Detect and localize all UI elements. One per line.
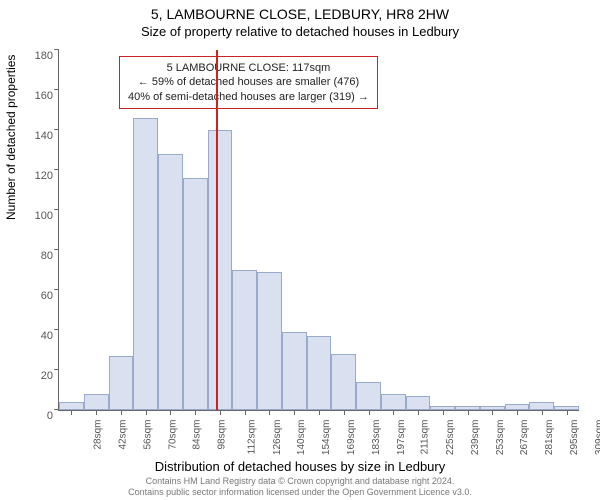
histogram-bar (406, 396, 431, 410)
histogram-bar (133, 118, 158, 410)
y-axis-label: Number of detached properties (4, 55, 18, 220)
ytick-label: 180 (35, 50, 53, 62)
xtick-mark (170, 410, 171, 415)
chart-container: 5, LAMBOURNE CLOSE, LEDBURY, HR8 2HW Siz… (0, 0, 600, 500)
histogram-bar (282, 332, 307, 410)
ytick-label: 160 (35, 90, 53, 102)
xtick-mark (542, 410, 543, 415)
xtick-label: 98sqm (217, 420, 228, 450)
xtick-mark (319, 410, 320, 415)
chart-title: 5, LAMBOURNE CLOSE, LEDBURY, HR8 2HW (0, 0, 600, 22)
xtick-label: 295sqm (569, 420, 580, 456)
ytick-mark (54, 369, 59, 370)
histogram-bar (59, 402, 84, 410)
xtick-label: 140sqm (297, 420, 308, 456)
xtick-mark (567, 410, 568, 415)
xtick-label: 126sqm (272, 420, 283, 456)
footer-line2: Contains public sector information licen… (0, 487, 600, 498)
histogram-bar (257, 272, 282, 410)
ytick-label: 140 (35, 130, 53, 142)
ytick-label: 100 (35, 210, 53, 222)
ytick-mark (54, 49, 59, 50)
histogram-bar (529, 402, 554, 410)
xtick-label: 183sqm (371, 420, 382, 456)
ytick-label: 60 (41, 290, 53, 302)
ytick-mark (54, 249, 59, 250)
xtick-mark (369, 410, 370, 415)
xtick-label: 70sqm (167, 420, 178, 450)
xtick-mark (344, 410, 345, 415)
xtick-mark (96, 410, 97, 415)
xtick-label: 84sqm (192, 420, 203, 450)
ytick-mark (54, 209, 59, 210)
xtick-label: 169sqm (346, 420, 357, 456)
histogram-bar (84, 394, 109, 410)
histogram-bar (381, 394, 406, 410)
annotation-line1: 5 LAMBOURNE CLOSE: 117sqm (128, 61, 369, 75)
xtick-label: 225sqm (445, 420, 456, 456)
xtick-mark (269, 410, 270, 415)
xtick-mark (294, 410, 295, 415)
xtick-label: 154sqm (321, 420, 332, 456)
xtick-mark (443, 410, 444, 415)
footer-attribution: Contains HM Land Registry data © Crown c… (0, 476, 600, 498)
xtick-label: 253sqm (495, 420, 506, 456)
histogram-bar (208, 130, 233, 410)
ytick-mark (54, 89, 59, 90)
xtick-label: 112sqm (246, 420, 257, 455)
xtick-mark (245, 410, 246, 415)
histogram-bar (307, 336, 332, 410)
ytick-mark (54, 169, 59, 170)
xtick-label: 56sqm (142, 420, 153, 450)
xtick-label: 267sqm (519, 420, 530, 456)
annotation-box: 5 LAMBOURNE CLOSE: 117sqm ← 59% of detac… (119, 56, 378, 109)
plot-area: 5 LAMBOURNE CLOSE: 117sqm ← 59% of detac… (58, 50, 579, 411)
xtick-label: 42sqm (118, 420, 129, 450)
histogram-bar (331, 354, 356, 410)
ytick-label: 80 (41, 250, 53, 262)
ytick-mark (54, 329, 59, 330)
xtick-mark (517, 410, 518, 415)
xtick-mark (121, 410, 122, 415)
chart-subtitle: Size of property relative to detached ho… (0, 22, 600, 39)
ytick-mark (54, 129, 59, 130)
xtick-mark (220, 410, 221, 415)
xtick-label: 281sqm (544, 420, 555, 456)
histogram-bar (109, 356, 134, 410)
footer-line1: Contains HM Land Registry data © Crown c… (0, 476, 600, 487)
xtick-mark (195, 410, 196, 415)
ytick-label: 120 (35, 170, 53, 182)
xtick-label: 309sqm (594, 420, 600, 456)
xtick-label: 197sqm (396, 420, 407, 456)
xtick-mark (418, 410, 419, 415)
annotation-line3: 40% of semi-detached houses are larger (… (128, 90, 369, 104)
xtick-mark (468, 410, 469, 415)
histogram-bar (183, 178, 208, 410)
histogram-bar (356, 382, 381, 410)
xtick-label: 211sqm (420, 420, 431, 455)
xtick-mark (71, 410, 72, 415)
xtick-label: 28sqm (93, 420, 104, 450)
ytick-label: 20 (41, 370, 53, 382)
xtick-mark (492, 410, 493, 415)
annotation-line2: ← 59% of detached houses are smaller (47… (128, 75, 369, 89)
xtick-mark (146, 410, 147, 415)
xtick-mark (393, 410, 394, 415)
x-axis-label: Distribution of detached houses by size … (0, 459, 600, 474)
ytick-mark (54, 289, 59, 290)
ytick-label: 0 (47, 410, 53, 422)
histogram-bar (158, 154, 183, 410)
ytick-label: 40 (41, 330, 53, 342)
reference-line (216, 50, 218, 410)
xtick-label: 239sqm (470, 420, 481, 456)
histogram-bar (232, 270, 257, 410)
